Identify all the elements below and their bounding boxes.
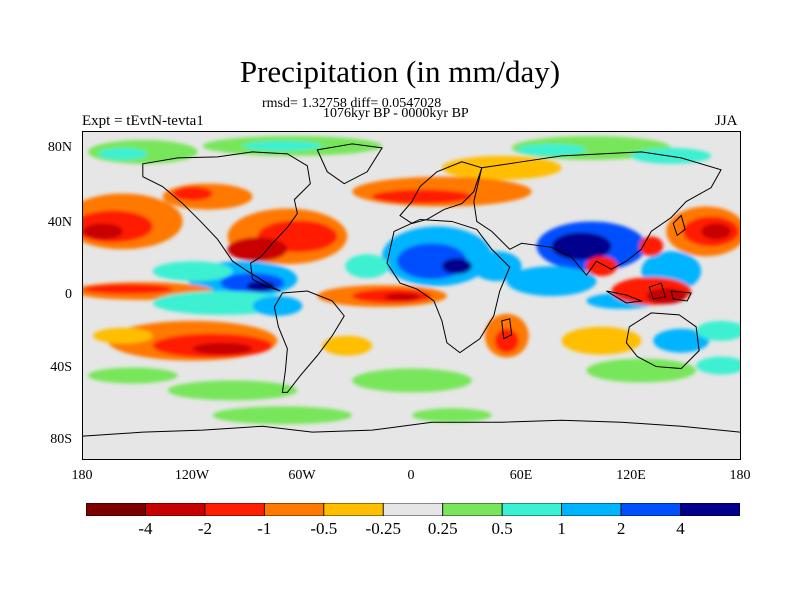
anomaly-blob [352,368,472,393]
anomaly-blob [441,258,472,275]
colorbar-label: -1 [257,519,272,538]
x-tick-0: 0 [407,468,415,483]
colorbar [86,503,740,516]
anomaly-field [83,135,740,425]
anomaly-blob [212,406,353,425]
y-tick-80n: 80N [47,140,72,155]
anomaly-blob [506,266,597,296]
anomaly-blob [696,356,740,375]
y-tick-80s: 80S [50,432,72,447]
anomaly-blob [227,237,288,262]
anomaly-blob [152,261,233,282]
colorbar-swatch [382,503,444,516]
anomaly-blob [172,186,213,201]
anomaly-blob [92,327,153,344]
plot-title: Precipitation (in mm/day) [239,54,561,89]
precipitation-map [82,131,741,460]
colorbar-swatch [501,503,563,516]
anomaly-blob [372,189,472,204]
colorbar-label: 2 [616,519,626,538]
x-tick-180e: 180 [729,468,751,483]
coastlines [83,143,740,437]
colorbar-swatch [620,503,681,516]
colorbar-label: 0.25 [427,519,458,538]
colorbar-label: 1 [557,519,566,538]
x-tick-60e: 60E [509,468,533,483]
anomaly-blob [87,367,178,384]
anomaly-blob [345,254,390,279]
colorbar-label: -4 [138,519,153,538]
anomaly-blob [384,293,420,301]
anomaly-blob [252,295,303,316]
colorbar-swatch [561,503,622,516]
anomaly-blob [242,140,323,151]
coast-australia [625,312,700,370]
coast-madagascar [501,318,513,340]
period-label: 1076kyr BP - 0000kyr BP [323,106,469,121]
anomaly-blob [192,342,253,355]
coast-indonesia [606,282,692,304]
x-tick-180w: 180 [71,468,93,483]
anomaly-blob [653,328,710,353]
colorbar-swatch [86,503,146,516]
colorbar-swatch [442,503,503,516]
colorbar-swatch [204,503,265,516]
x-tick-60w: 60W [288,468,316,483]
colorbar-swatch [145,503,206,516]
coast-south-america [273,290,345,393]
y-tick-40n: 40N [47,215,72,230]
coast-north-america [142,151,311,292]
colorbar-label: 0.5 [491,519,513,538]
anomaly-blob [83,284,173,295]
colorbar-label: -0.25 [365,519,401,538]
stats-label: rmsd= 1.32758 diff= 0.0547028 [262,96,442,111]
anomaly-blob [701,223,732,240]
coast-asia [473,151,722,276]
y-tick-0: 0 [65,287,72,302]
colorbar-label: -2 [197,519,212,538]
anomaly-blob [586,358,697,383]
experiment-label: Expt = tEvtN-tevta1 [82,113,204,129]
anomaly-blob [411,408,492,423]
anomaly-blob [551,232,612,261]
anomaly-blob [585,256,618,277]
anomaly-blob [322,335,373,356]
colorbar-swatch [323,503,384,516]
anomaly-blob [97,147,148,160]
anomaly-blob [696,320,740,341]
x-tick-120w: 120W [174,468,210,483]
colorbar-label: 4 [676,519,685,538]
anomaly-blob [561,326,642,355]
coast-greenland [316,143,383,185]
anomaly-blob [471,251,522,282]
colorbar-swatch [680,503,740,516]
season-label: JJA [715,113,738,129]
coast-antarctica [83,419,740,437]
anomaly-blob [83,223,123,240]
anomaly-blob [494,328,519,353]
coast-japan [672,214,686,237]
colorbar-label: -0.5 [310,519,338,538]
colorbar-swatch [263,503,325,516]
x-tick-120e: 120E [616,468,646,483]
anomaly-blob [516,143,587,156]
coast-africa [386,218,511,354]
anomaly-blob [441,155,562,180]
y-tick-40s: 40S [50,360,72,375]
anomaly-blob [167,380,298,401]
